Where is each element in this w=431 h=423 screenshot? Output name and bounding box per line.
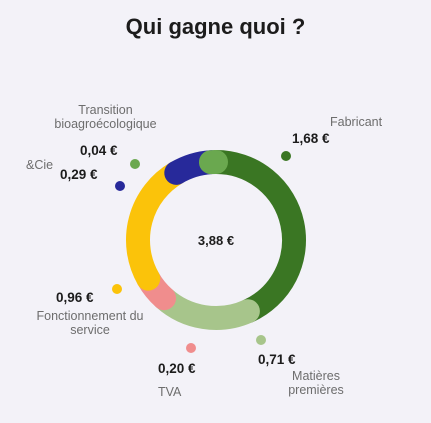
chart-title: Qui gagne quoi ? [125,14,306,39]
label-fonctionnement: Fonctionnement du service [36,309,144,337]
label-transition: Transition bioagroécologique [54,103,157,131]
value-matieres-premieres: 0,71 € [258,352,296,367]
label-matieres-premieres: Matières premières [288,369,344,397]
value-transition: 0,04 € [80,143,118,158]
dot-cie [115,181,125,191]
dot-matieres-premieres [256,335,266,345]
donut-segment-1 [152,286,260,330]
dot-tva [186,343,196,353]
value-cie: 0,29 € [60,167,98,182]
value-tva: 0,20 € [158,361,196,376]
dot-fonctionnement [112,284,122,294]
donut-segment-3 [126,160,189,291]
donut-ring [126,150,306,330]
donut-segment-0 [204,150,306,324]
value-fonctionnement: 0,96 € [56,290,94,305]
label-cie: &Cie [26,158,54,172]
dot-transition [130,159,140,169]
dot-fabricant [281,151,291,161]
value-fabricant: 1,68 € [292,131,330,146]
label-tva: TVA [158,385,182,399]
label-fabricant: Fabricant [330,115,383,129]
center-total: 3,88 € [197,233,235,248]
